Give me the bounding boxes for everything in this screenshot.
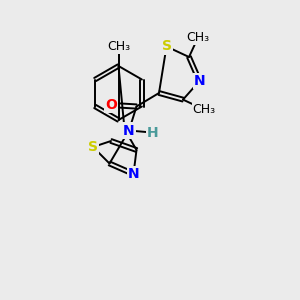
Text: N: N [194, 74, 205, 88]
Text: H: H [147, 126, 159, 140]
Text: S: S [88, 140, 98, 154]
Text: S: S [161, 40, 172, 53]
Text: O: O [105, 98, 117, 112]
Text: CH₃: CH₃ [186, 31, 210, 44]
Text: CH₃: CH₃ [192, 103, 216, 116]
Text: CH₃: CH₃ [107, 40, 130, 53]
Text: N: N [128, 167, 139, 181]
Text: N: N [123, 124, 135, 137]
